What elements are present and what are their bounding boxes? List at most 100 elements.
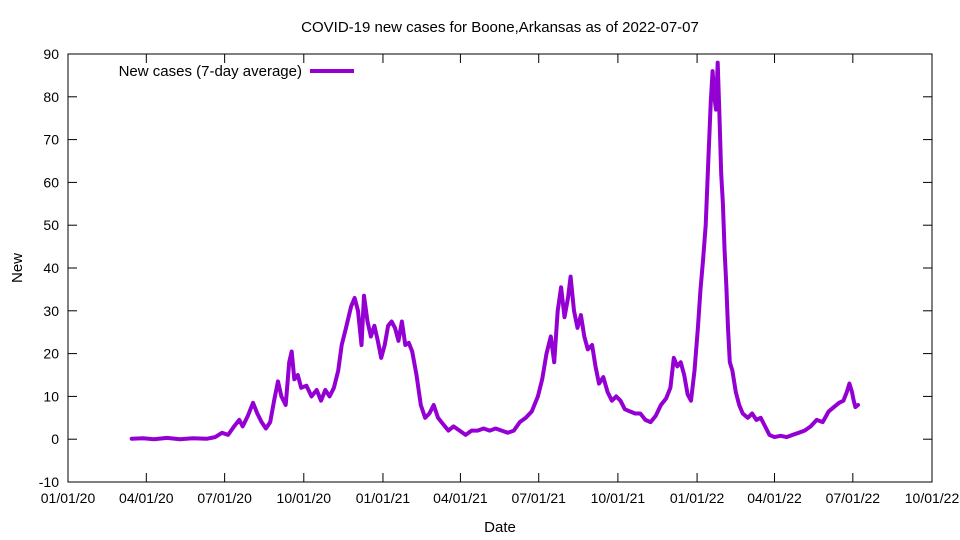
data-point — [255, 412, 259, 415]
data-point — [701, 258, 705, 261]
data-point — [403, 343, 407, 347]
data-point — [165, 436, 169, 440]
y-tick-label: 60 — [43, 174, 59, 190]
data-point — [273, 397, 276, 400]
data-point — [310, 395, 313, 398]
data-point — [500, 429, 504, 432]
data-point — [323, 388, 327, 392]
data-point — [226, 433, 230, 437]
data-point — [237, 418, 241, 422]
data-point — [373, 324, 376, 328]
data-point — [213, 435, 217, 439]
data-point — [785, 435, 788, 439]
data-point — [292, 377, 296, 381]
data-point — [821, 420, 825, 424]
data-point — [130, 437, 134, 441]
data-point — [610, 399, 614, 403]
data-point — [675, 365, 679, 368]
x-tick-label: 07/01/21 — [511, 490, 566, 506]
data-point — [852, 399, 856, 403]
data-point — [716, 61, 720, 64]
data-point — [614, 395, 618, 398]
data-point — [518, 420, 522, 424]
data-point — [649, 420, 652, 424]
data-point — [260, 420, 263, 424]
data-point — [704, 223, 708, 227]
data-point — [569, 275, 572, 278]
data-point — [336, 369, 340, 373]
data-point — [763, 425, 767, 428]
data-point — [594, 365, 597, 368]
data-point — [353, 296, 356, 300]
data-point — [724, 283, 728, 287]
data-point — [726, 326, 730, 330]
data-point — [178, 437, 182, 441]
y-tick-label: 90 — [43, 46, 59, 62]
y-tick-label: 80 — [43, 89, 59, 105]
data-point — [721, 202, 725, 206]
data-point — [319, 399, 323, 403]
data-point — [845, 390, 849, 394]
data-point — [470, 429, 473, 432]
y-tick-label: -10 — [39, 474, 59, 490]
data-point — [791, 433, 794, 437]
data-point — [719, 172, 723, 176]
data-point — [349, 305, 353, 308]
data-point — [746, 416, 750, 420]
data-point — [410, 350, 414, 353]
data-point — [809, 425, 813, 428]
axis-ticks: -10 0 10 20 30 40 50 60 70 80 90 01/01/20 04/01/20 07… — [39, 46, 960, 506]
data-point — [284, 403, 288, 407]
data-point — [582, 335, 586, 338]
x-tick-label: 04/01/21 — [433, 490, 488, 506]
data-point — [731, 369, 734, 373]
data-point — [452, 425, 455, 428]
data-point — [654, 414, 658, 418]
data-point — [305, 384, 308, 388]
data-point — [360, 343, 363, 347]
data-point — [328, 395, 331, 398]
data-point — [141, 436, 145, 440]
data-point — [458, 429, 461, 432]
x-tick-label: 10/01/21 — [591, 490, 646, 506]
data-point — [464, 433, 467, 437]
data-point — [848, 382, 851, 385]
data-point — [379, 356, 383, 360]
data-point — [728, 360, 732, 364]
data-point — [386, 324, 390, 328]
data-point — [506, 431, 510, 435]
data-point — [712, 95, 716, 99]
data-point — [524, 416, 528, 420]
data-point — [842, 399, 845, 403]
data-point — [803, 429, 806, 432]
data-point — [191, 436, 195, 440]
data-point — [290, 350, 294, 353]
x-tick-label: 10/01/22 — [905, 490, 960, 506]
data-point — [837, 401, 841, 405]
data-point — [556, 309, 560, 313]
data-point — [850, 390, 854, 394]
data-point — [606, 390, 609, 394]
data-point — [390, 320, 393, 323]
data-point — [623, 407, 627, 411]
data-point — [423, 416, 427, 420]
data-point — [220, 431, 224, 435]
data-point — [251, 401, 255, 405]
legend-label: New cases (7-day average) — [119, 63, 302, 80]
data-point — [750, 412, 754, 415]
data-point — [296, 373, 300, 377]
data-point — [530, 410, 534, 413]
data-point — [576, 326, 579, 330]
data-point — [400, 320, 404, 323]
data-point — [441, 422, 445, 426]
data-point — [699, 288, 702, 291]
data-point — [628, 410, 632, 413]
data-point — [768, 433, 771, 437]
x-tick-label: 07/01/22 — [826, 490, 881, 506]
data-point — [362, 294, 366, 298]
data-point — [797, 431, 800, 435]
data-point — [579, 313, 583, 317]
x-tick-label: 01/01/22 — [670, 490, 725, 506]
